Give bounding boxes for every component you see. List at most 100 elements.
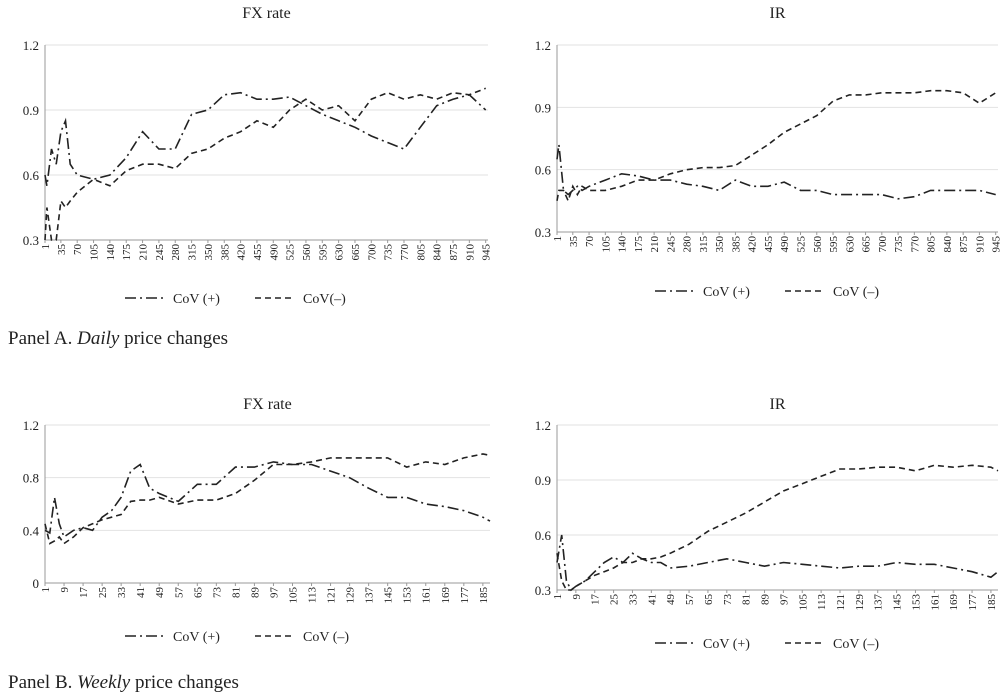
legend-label: CoV (–): [833, 285, 879, 300]
x-tick-label: 137: [364, 587, 376, 604]
x-tick-label: 945: [991, 236, 1002, 253]
x-tick-label: 420: [747, 236, 759, 253]
x-tick-label: 630: [844, 236, 856, 253]
x-tick-label: 153: [910, 594, 922, 611]
x-tick-label: 145: [383, 587, 395, 604]
x-tick-label: 73: [211, 587, 223, 599]
panel-emphasis: Weekly: [77, 672, 131, 693]
legend-label: CoV (+): [703, 285, 750, 300]
x-tick-label: 9: [571, 594, 583, 600]
y-tick-label: 0.9: [535, 100, 551, 115]
legend-label: CoV (–): [303, 630, 349, 645]
x-tick-label: 805: [415, 244, 427, 261]
x-tick-label: 169: [440, 587, 452, 604]
x-tick-label: 49: [154, 587, 166, 599]
x-tick-label: 385: [219, 244, 231, 261]
y-tick-label: 0.9: [535, 473, 551, 488]
x-tick-label: 595: [828, 236, 840, 253]
x-tick-label: 385: [730, 236, 742, 253]
series-line: [44, 91, 487, 186]
y-tick-label: 0: [33, 576, 40, 591]
x-tick-label: 9: [59, 587, 71, 593]
x-tick-label: 665: [861, 236, 873, 253]
x-tick-label: 97: [778, 594, 790, 606]
x-tick-label: 840: [942, 236, 954, 253]
x-tick-label: 840: [432, 244, 444, 261]
x-tick-label: 105: [89, 244, 101, 261]
x-tick-label: 280: [170, 244, 182, 261]
x-tick-label: 455: [763, 236, 775, 253]
x-tick-label: 65: [703, 594, 715, 606]
x-tick-label: 1: [552, 594, 564, 600]
x-tick-label: 81: [230, 587, 242, 598]
x-tick-label: 81: [741, 594, 753, 605]
y-tick-label: 0.3: [535, 225, 551, 240]
x-tick-label: 525: [796, 236, 808, 253]
x-tick-label: 490: [779, 236, 791, 253]
x-tick-label: 41: [646, 594, 658, 605]
panel-rest: price changes: [124, 328, 228, 349]
x-tick-label: 97: [268, 587, 280, 599]
x-tick-label: 525: [285, 244, 297, 261]
x-tick-label: 70: [584, 236, 596, 248]
x-tick-label: 560: [812, 236, 824, 253]
legend-label: CoV(–): [303, 292, 346, 307]
x-tick-label: 875: [958, 236, 970, 253]
y-tick-label: 0.4: [23, 523, 40, 538]
x-tick-label: 129: [854, 594, 866, 611]
x-tick-label: 49: [665, 594, 677, 606]
series-line: [556, 144, 996, 200]
panel-caption: Panel A. Daily price changes: [8, 328, 228, 349]
x-tick-label: 35: [568, 236, 580, 248]
x-tick-label: 665: [350, 244, 362, 261]
x-tick-label: 805: [926, 236, 938, 253]
x-tick-label: 700: [877, 236, 889, 253]
x-tick-label: 175: [121, 244, 133, 261]
panel-label: Panel B.: [8, 672, 72, 693]
x-tick-label: 210: [649, 236, 661, 253]
x-tick-label: 35: [56, 244, 68, 256]
x-tick-label: 770: [399, 244, 411, 261]
x-tick-label: 1: [40, 587, 52, 593]
legend-label: CoV (–): [833, 637, 879, 652]
x-tick-label: 630: [334, 244, 346, 261]
x-tick-label: 121: [835, 594, 847, 611]
x-tick-label: 105: [600, 236, 612, 253]
x-tick-label: 245: [665, 236, 677, 253]
chart-title: IR: [770, 396, 786, 413]
x-tick-label: 41: [135, 587, 147, 598]
legend-label: CoV (+): [703, 637, 750, 652]
x-tick-label: 89: [760, 594, 772, 606]
y-tick-label: 1.2: [535, 38, 551, 53]
x-tick-label: 350: [203, 244, 215, 261]
x-tick-label: 315: [187, 244, 199, 261]
x-tick-label: 455: [252, 244, 264, 261]
x-tick-label: 175: [633, 236, 645, 253]
x-tick-label: 177: [459, 587, 471, 604]
x-tick-label: 910: [464, 244, 476, 261]
x-tick-label: 490: [268, 244, 280, 261]
x-tick-label: 560: [301, 244, 313, 261]
x-tick-label: 33: [627, 594, 639, 606]
x-tick-label: 177: [967, 594, 979, 611]
chart-title: FX rate: [242, 5, 290, 22]
chart-title: FX rate: [243, 396, 291, 413]
x-tick-label: 57: [684, 594, 696, 606]
x-tick-label: 210: [138, 244, 150, 261]
x-tick-label: 137: [873, 594, 885, 611]
y-tick-label: 0.3: [23, 233, 39, 248]
y-tick-label: 1.2: [23, 38, 39, 53]
x-tick-label: 1: [40, 244, 52, 250]
legend-label: CoV (+): [173, 630, 220, 645]
x-tick-label: 910: [974, 236, 986, 253]
x-tick-label: 33: [116, 587, 128, 599]
series-line: [556, 89, 997, 204]
x-tick-label: 161: [421, 587, 433, 604]
x-tick-label: 735: [383, 244, 395, 261]
series-line: [556, 464, 999, 591]
x-tick-label: 17: [590, 594, 602, 606]
x-tick-label: 945: [481, 244, 493, 261]
y-tick-label: 0.6: [23, 168, 40, 183]
x-tick-label: 65: [192, 587, 204, 599]
